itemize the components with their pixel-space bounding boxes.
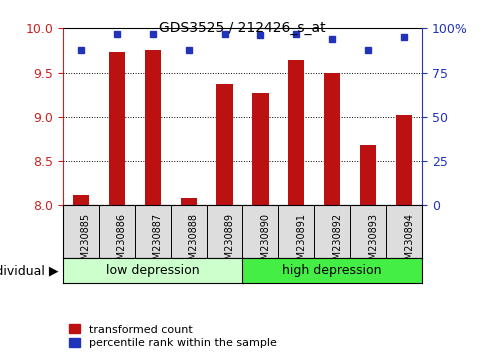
Bar xyxy=(252,93,268,205)
Text: GSM230893: GSM230893 xyxy=(367,213,378,272)
Text: individual ▶: individual ▶ xyxy=(0,264,58,277)
Bar xyxy=(108,52,125,205)
Text: low depression: low depression xyxy=(106,264,199,277)
Text: GSM230889: GSM230889 xyxy=(224,213,234,272)
Text: GSM230888: GSM230888 xyxy=(188,213,198,272)
Bar xyxy=(395,115,411,205)
Text: GSM230891: GSM230891 xyxy=(296,213,306,272)
Text: high depression: high depression xyxy=(282,264,381,277)
Text: GDS3525 / 212426_s_at: GDS3525 / 212426_s_at xyxy=(159,21,325,35)
Bar xyxy=(144,50,161,205)
Bar xyxy=(323,73,340,205)
Text: GSM230885: GSM230885 xyxy=(81,213,91,273)
Bar xyxy=(359,145,376,205)
Legend: transformed count, percentile rank within the sample: transformed count, percentile rank withi… xyxy=(68,324,276,348)
Bar xyxy=(180,198,197,205)
Bar xyxy=(73,195,89,205)
Text: GSM230894: GSM230894 xyxy=(403,213,413,272)
Text: GSM230886: GSM230886 xyxy=(117,213,127,272)
Bar xyxy=(287,60,304,205)
Bar xyxy=(216,84,232,205)
Text: GSM230890: GSM230890 xyxy=(260,213,270,272)
Text: GSM230887: GSM230887 xyxy=(152,213,163,273)
Text: GSM230892: GSM230892 xyxy=(332,213,342,273)
